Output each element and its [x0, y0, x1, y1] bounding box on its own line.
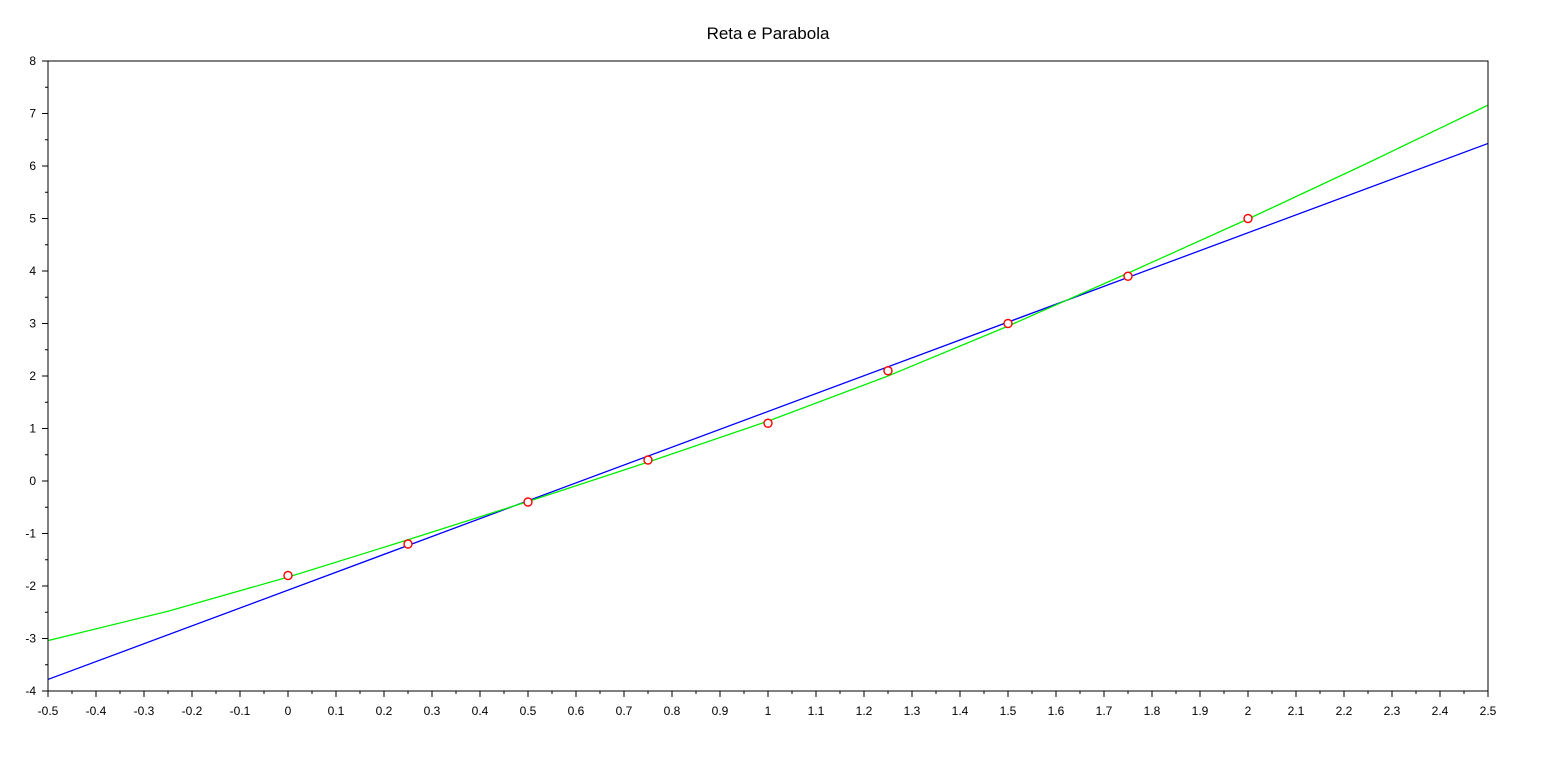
x-tick-label: 0.9 — [712, 704, 729, 718]
x-tick-label: 0.6 — [568, 704, 585, 718]
series-line-0 — [48, 142, 1488, 681]
x-tick-label: 0.5 — [520, 704, 537, 718]
x-tick-label: 0 — [285, 704, 292, 718]
y-tick-label: -1 — [25, 527, 36, 541]
plot-frame — [47, 60, 1489, 692]
x-tick-label: -0.3 — [134, 704, 155, 718]
x-tick-label: 2.5 — [1480, 704, 1497, 718]
chart-title: Reta e Parabola — [707, 24, 830, 43]
data-point — [403, 539, 413, 549]
axes: -0.5 -0.4 -0.3 -0.2 -0.1 0 0.1 0.2 0.3 0.4 0.5 0.6 0… — [25, 54, 1496, 718]
data-point — [283, 570, 293, 581]
x-tick-label: 1.3 — [904, 704, 921, 718]
y-tick-label: 0 — [29, 474, 36, 488]
x-tick-label: 1.4 — [952, 704, 969, 718]
x-tick-label: 2.4 — [1432, 704, 1449, 718]
x-tick-label: 1.9 — [1192, 704, 1209, 718]
plot-area — [48, 104, 1488, 681]
y-tick-label: 4 — [29, 264, 36, 278]
x-tick-label: 0.7 — [616, 704, 633, 718]
x-tick-label: 1.7 — [1096, 704, 1113, 718]
data-point — [883, 366, 893, 376]
data-point — [643, 455, 653, 465]
x-tick-label: 0.3 — [424, 704, 441, 718]
x-tick-label: 2 — [1245, 704, 1252, 718]
data-point — [523, 497, 533, 507]
y-tick-label: 1 — [29, 422, 36, 436]
y-tick-label: -2 — [25, 579, 36, 593]
x-tick-label: 1.8 — [1144, 704, 1161, 718]
x-tick-label: 0.2 — [376, 704, 393, 718]
x-tick-label: 1.6 — [1048, 704, 1065, 718]
y-tick-label: 3 — [29, 317, 36, 331]
x-tick-label: 1.5 — [1000, 704, 1017, 718]
x-tick-label: -0.4 — [86, 704, 107, 718]
y-tick-label: 7 — [29, 107, 36, 121]
data-point — [1123, 271, 1133, 281]
x-tick-label: 1 — [765, 704, 772, 718]
y-tick-label: 2 — [29, 369, 36, 383]
y-tick-label: -3 — [25, 632, 36, 646]
x-tick-label: 1.2 — [856, 704, 873, 718]
y-tick-label: 6 — [29, 159, 36, 173]
x-tick-label: -0.2 — [182, 704, 203, 718]
x-tick-label: 2.3 — [1384, 704, 1401, 718]
x-tick-label: 0.4 — [472, 704, 489, 718]
y-tick-label: -4 — [25, 684, 36, 698]
x-tick-label: 0.8 — [664, 704, 681, 718]
x-tick-label: 2.1 — [1288, 704, 1305, 718]
data-point — [763, 418, 773, 428]
data-point — [1003, 318, 1013, 329]
x-tick-label: 1.1 — [808, 704, 825, 718]
x-tick-label: 0.1 — [328, 704, 345, 718]
x-tick-label: -0.5 — [38, 704, 59, 718]
y-tick-label: 8 — [29, 54, 36, 68]
x-tick-label: 2.2 — [1336, 704, 1353, 718]
data-point — [1243, 213, 1253, 224]
y-tick-label: 5 — [29, 212, 36, 226]
x-tick-label: -0.1 — [230, 704, 251, 718]
series-line-1 — [48, 104, 1488, 642]
